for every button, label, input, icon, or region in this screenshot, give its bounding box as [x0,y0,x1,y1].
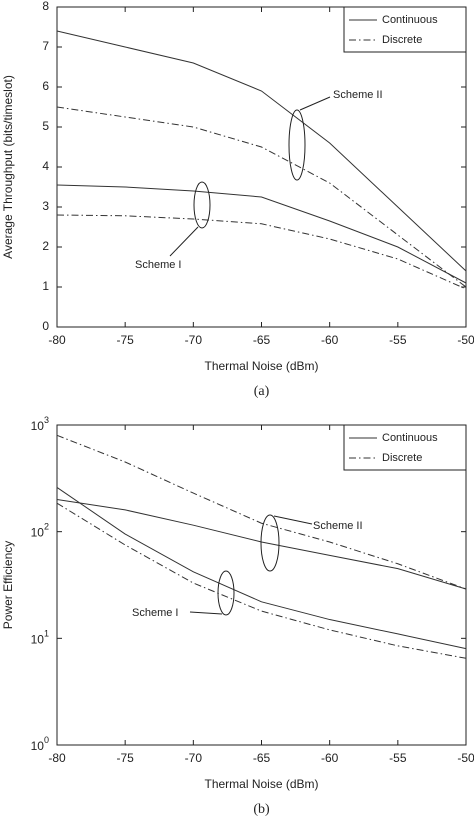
series-line [56,30,467,272]
x-tick-label: -75 [116,751,134,765]
legend-box [343,6,467,53]
legend-box [343,424,467,471]
y-tick-label: 2 [42,239,49,253]
annotation: Scheme I [135,259,181,271]
y-tick-base: 10 [31,633,45,647]
y-tick-label: 103 [31,415,49,433]
y-tick-label: 3 [42,199,49,213]
series-line [56,106,467,288]
caption: (b) [253,802,270,817]
y-tick-label: 100 [31,735,49,753]
x-tick-label: -50 [457,333,474,347]
y-tick-label: 0 [42,319,49,333]
annotation: Scheme II [333,89,383,101]
x-tick-label: -55 [389,333,407,347]
y-tick-label: 102 [31,522,49,540]
annotation-leader [189,611,223,615]
y-tick-label: 8 [42,0,49,13]
series-line [56,214,467,290]
x-tick-label: -80 [48,751,66,765]
legend-label: Discrete [382,34,422,46]
x-tick-label: -50 [457,751,474,765]
x-tick-label: -70 [185,333,203,347]
annotation-ellipse [193,181,211,229]
annotation: Scheme II [313,520,363,532]
x-tick-label: -65 [253,751,271,765]
legend-label: Discrete [382,452,422,464]
series-line [56,486,467,650]
y-tick-label: 101 [31,629,49,647]
y-tick-label: 1 [42,279,49,293]
x-tick-label: -75 [116,333,134,347]
caption: (a) [254,384,270,399]
y-tick-label: 6 [42,79,49,93]
x-axis-label: Thermal Noise (dBm) [204,359,318,373]
y-tick-label: 7 [42,39,49,53]
y-tick-label: 4 [42,159,49,173]
annotation: Scheme I [132,607,178,619]
y-tick-exponent: 1 [44,629,49,639]
x-tick-label: -60 [321,751,339,765]
x-tick-label: -70 [185,751,203,765]
annotation-ellipse [288,109,306,181]
y-tick-base: 10 [31,419,45,433]
annotation-leader [299,96,331,111]
annotation-leader [273,515,313,525]
x-axis-label: Thermal Noise (dBm) [204,777,318,791]
annotation-ellipse [260,514,280,572]
y-tick-base: 10 [31,739,45,753]
y-tick-exponent: 3 [44,415,49,425]
plot-frame [56,6,467,328]
series-line [56,184,467,284]
y-tick-label: 5 [42,119,49,133]
x-tick-label: -80 [48,333,66,347]
y-axis-label: Power Efficiency [1,541,15,629]
legend-label: Continuous [382,432,438,444]
y-tick-exponent: 0 [44,735,49,745]
legend-label: Continuous [382,14,438,26]
y-axis-label: Average Throughput (bits/timeslot) [1,75,15,259]
annotation-leader [169,226,199,257]
x-tick-label: -60 [321,333,339,347]
plot-frame [56,424,467,746]
y-tick-base: 10 [31,526,45,540]
y-tick-exponent: 2 [44,522,49,532]
x-tick-label: -55 [389,751,407,765]
annotation-ellipse [217,570,235,616]
x-tick-label: -65 [253,333,271,347]
series-line [56,434,467,590]
